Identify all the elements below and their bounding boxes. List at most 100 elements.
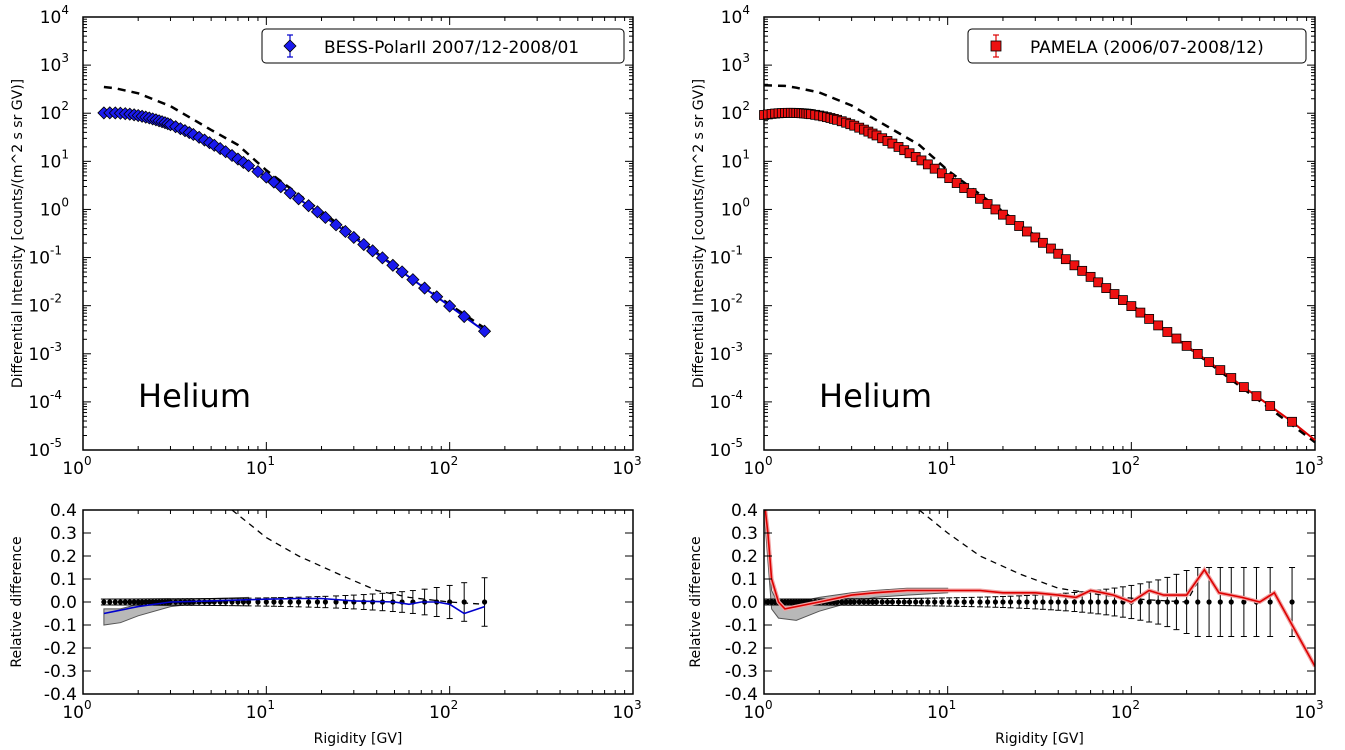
- lower-panel-pamela-data-point: [884, 599, 891, 605]
- upper-panel-bess-data-point: [274, 180, 288, 194]
- lower-panel-bess-ylabel: Relative difference: [9, 536, 25, 667]
- upper-panel-pamela-data-point: [1226, 373, 1237, 383]
- upper-panel-pamela-ytick-label: 102: [721, 99, 750, 124]
- lower-panel-bess-data-point: [296, 599, 302, 605]
- lower-panel-bess-ytick-label: -0.4: [44, 685, 77, 705]
- lower-panel-pamela-data-point: [861, 599, 867, 605]
- lower-panel-pamela-ylabel: Relative difference: [688, 536, 704, 667]
- upper-panel-bess-data-point: [259, 170, 273, 184]
- upper-panel-pamela-data-point: [944, 173, 955, 184]
- lower-panel-pamela-xtick-label: 103: [1294, 698, 1323, 723]
- upper-panel-pamela-frame: [763, 16, 1316, 451]
- upper-panel-bess-ytick-label: 103: [40, 51, 69, 76]
- upper-panel-bess-data-point: [430, 290, 444, 304]
- upper-panel-bess-data-point: [310, 205, 325, 219]
- lower-panel-pamela-data-point: [954, 599, 960, 605]
- lower-panel-pamela-data-point: [918, 599, 925, 605]
- upper-panel-pamela-data-point: [1109, 289, 1120, 299]
- upper-panel-pamela-data-point: [1093, 277, 1104, 288]
- lower-panel-pamela-data-point: [1016, 599, 1022, 605]
- lower-panel-pamela-xlabel: Rigidity [GV]: [995, 731, 1084, 747]
- upper-panel-bess-legend-label: BESS-PolarII 2007/12-2008/01: [324, 38, 579, 58]
- lower-panel-pamela-data-point: [847, 599, 853, 605]
- lower-panel-pamela-model-line: [764, 510, 1315, 667]
- lower-panel-pamela-data-point: [1087, 599, 1094, 605]
- lower-panel-bess-ytick-label: 0.2: [50, 547, 77, 567]
- upper-panel-pamela-ytick-label: 10-3: [709, 340, 743, 365]
- lower-panel-pamela-lis-dashed-line: [918, 510, 1275, 603]
- lower-panel-pamela-data-point: [1024, 599, 1030, 605]
- lower-panel-pamela-model-halo: [764, 510, 1315, 668]
- upper-panel-bess-ytick-label: 102: [40, 99, 69, 124]
- lower-panel-pamela-ytick-label: 0.2: [731, 547, 758, 567]
- lower-panel-pamela-data-point: [1063, 599, 1069, 605]
- upper-panel-pamela-data-point: [1126, 301, 1137, 312]
- lower-panel-pamela-ytick-label: -0.3: [725, 662, 758, 682]
- upper-panel-bess-ylabel: Differential Intensity [counts/(m^2 s sr…: [10, 79, 26, 388]
- upper-panel-bess-annotation: Helium: [138, 377, 251, 415]
- lower-panel-pamela-data-point: [1079, 599, 1085, 605]
- upper-panel-bess-ytick-label: 10-1: [28, 244, 62, 269]
- lower-panel-bess-lis-dashed-line: [231, 510, 485, 605]
- upper-panel-pamela-annotation: Helium: [819, 377, 932, 415]
- upper-panel-bess-data-point: [251, 165, 265, 179]
- lower-panel-pamela-data-point: [889, 599, 895, 605]
- upper-panel-bess-data-point: [418, 281, 432, 295]
- lower-panel-bess-data-point: [255, 599, 261, 605]
- upper-panel-bess-data-point: [242, 159, 256, 173]
- upper-panel-bess-data-point: [357, 237, 371, 252]
- lower-panel-pamela-data-point: [1184, 599, 1190, 605]
- upper-panel-pamela-data-point: [1171, 333, 1182, 344]
- lower-panel-pamela-data-point: [1155, 599, 1161, 605]
- lower-panel-pamela-data-point: [969, 599, 975, 605]
- upper-panel-pamela-legend: [967, 28, 1307, 64]
- upper-panel-pamela-data-point: [1153, 320, 1164, 331]
- lower-panel-pamela-data-point: [939, 599, 945, 605]
- lower-panel-pamela-data-point: [1195, 599, 1201, 605]
- lower-panel-bess-xlabel: Rigidity [GV]: [314, 731, 403, 747]
- lower-panel-pamela-ytick-label: -0.1: [725, 616, 758, 636]
- lower-panel-pamela-data-point: [895, 599, 902, 605]
- lower-panel-pamela-data-point: [961, 599, 967, 605]
- lower-panel-bess-data-point: [461, 599, 467, 605]
- lower-panel-pamela-data-point: [992, 599, 999, 605]
- lower-panel-bess-data-point: [314, 599, 321, 605]
- upper-panel-bess-data-point: [231, 152, 245, 166]
- upper-panel-pamela-data-point: [1077, 265, 1088, 276]
- lower-panel-pamela-ytick-label: -0.2: [725, 639, 758, 659]
- upper-panel-pamela-data-point: [1085, 271, 1096, 282]
- upper-panel-pamela-data-point: [990, 204, 1001, 215]
- upper-panel-bess-ytick-label: 10-2: [28, 292, 62, 317]
- upper-panel-pamela-data-point: [1021, 226, 1032, 237]
- upper-panel-bess-data-point: [347, 230, 361, 244]
- upper-panel-bess-model-line: [103, 111, 486, 333]
- lower-panel-bess-data-point: [322, 599, 329, 605]
- upper-panel-pamela-ylabel: Differential Intensity [counts/(m^2 s sr…: [691, 79, 707, 388]
- upper-panel-pamela-ytick-label: 10-4: [709, 388, 743, 413]
- upper-panel-pamela-data-point: [1101, 283, 1112, 293]
- upper-panel-pamela-data-point: [1135, 307, 1146, 318]
- upper-panel-pamela-data-point: [1204, 357, 1214, 367]
- upper-panel-bess-xtick-label: 100: [62, 454, 91, 479]
- upper-panel-pamela-data-point: [1162, 327, 1173, 337]
- upper-panel-pamela-data-point: [1287, 416, 1297, 427]
- lower-panel-bess-ytick-label: 0.0: [50, 593, 77, 613]
- upper-panel-bess-data-point: [395, 265, 409, 279]
- upper-panel-pamela-xtick-label: 100: [743, 454, 772, 479]
- lower-panel-bess-ytick-label: 0.4: [50, 501, 77, 521]
- upper-panel-bess-data-point: [186, 127, 200, 142]
- lower-panel-pamela-data-point: [1095, 599, 1101, 605]
- upper-panel-bess-xtick-label: 103: [612, 454, 641, 479]
- upper-panel-pamela-data-point: [1192, 349, 1203, 359]
- lower-panel-pamela-data-point: [1040, 599, 1046, 605]
- lower-panel-pamela-data-point: [839, 599, 845, 605]
- lower-panel-pamela-xtick-label: 100: [743, 698, 772, 723]
- lower-panel-pamela-data-point: [985, 599, 991, 605]
- lower-panel-pamela-plot-area: [764, 510, 1315, 668]
- upper-panel-bess-data-point: [457, 309, 471, 324]
- lower-panel-pamela-data-point: [913, 599, 919, 605]
- upper-panel-pamela-data-point: [1069, 260, 1080, 271]
- lower-panel-bess-data-point: [201, 599, 208, 605]
- lower-panel-bess-plot-area: [100, 510, 488, 627]
- lower-panel-bess-ytick-label: -0.1: [44, 616, 77, 636]
